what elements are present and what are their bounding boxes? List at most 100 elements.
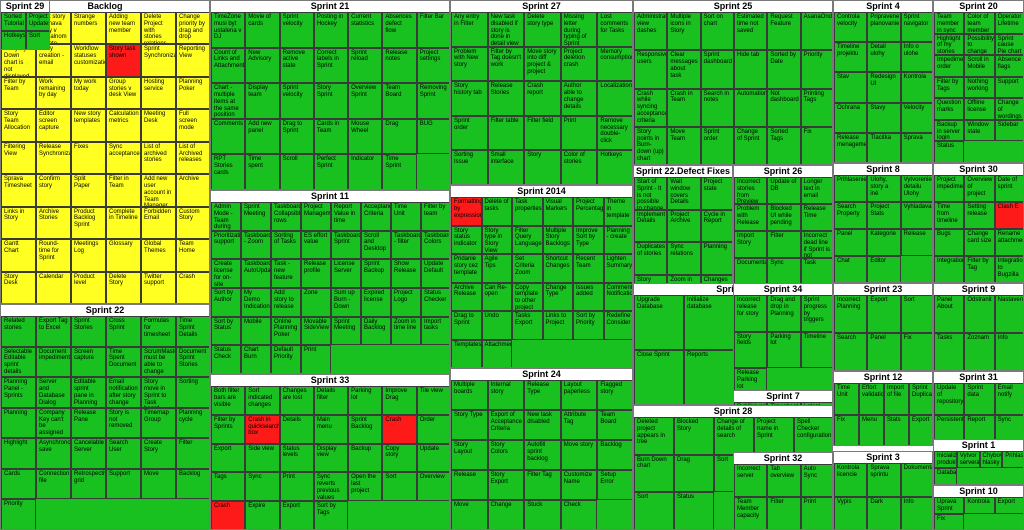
story-cell[interactable]: Color of team member xyxy=(964,12,995,34)
story-cell[interactable]: Impediments order xyxy=(934,55,965,77)
story-cell[interactable]: Sort xyxy=(900,295,932,333)
story-cell[interactable]: Admin Mode - Team during the load xyxy=(211,202,241,231)
story-cell[interactable]: Time spent xyxy=(245,154,280,189)
story-cell[interactable]: New task disabled xyxy=(524,410,561,440)
story-cell[interactable]: Color of stories xyxy=(560,150,598,184)
story-cell[interactable]: Memory consumption xyxy=(597,46,632,82)
story-cell[interactable]: Project deletion crash xyxy=(560,46,598,82)
story-cell[interactable]: Sort by Status xyxy=(211,316,241,346)
story-cell[interactable]: Crash xyxy=(382,414,417,444)
story-cell[interactable]: Taskboard Colors xyxy=(421,230,449,260)
story-cell[interactable]: Hotkeys xyxy=(597,150,632,184)
story-cell[interactable]: Sort xyxy=(382,472,417,502)
story-cell[interactable]: Project Logo xyxy=(391,288,421,317)
story-cell[interactable]: Comment Notifications xyxy=(603,282,632,311)
story-cell[interactable]: Release xyxy=(451,470,488,500)
story-cell[interactable]: Details xyxy=(279,414,314,444)
story-cell[interactable]: Export xyxy=(994,497,1023,514)
story-cell[interactable]: Document Sprint Stories xyxy=(176,346,209,378)
story-cell[interactable]: Sprint velocity xyxy=(279,12,314,48)
story-cell[interactable]: Overview of project xyxy=(964,175,995,202)
story-cell[interactable]: Pripravene planovanie xyxy=(867,12,901,43)
story-cell[interactable]: Change card size xyxy=(964,229,995,256)
story-cell[interactable]: Story Colors xyxy=(487,440,525,470)
story-cell[interactable]: Author able to change details xyxy=(560,81,598,116)
story-cell[interactable]: Stuck xyxy=(524,500,561,529)
group-title[interactable]: Sprint 30 xyxy=(934,164,1023,175)
story-cell[interactable]: Movable SideView xyxy=(301,316,331,346)
story-cell[interactable]: Meeting Desk xyxy=(141,109,176,142)
story-cell[interactable]: Screen capture xyxy=(71,346,106,378)
story-cell[interactable]: Undo xyxy=(481,311,512,340)
story-cell[interactable]: Sprint dashboard xyxy=(700,50,734,89)
story-cell[interactable]: Email notification after story change xyxy=(106,377,141,408)
group-title[interactable]: Sprint 4 xyxy=(834,1,932,12)
story-cell[interactable]: Move Team xyxy=(667,126,701,164)
story-cell[interactable]: Change of details of search xyxy=(714,417,754,455)
story-cell[interactable]: Tlacitka xyxy=(867,132,901,162)
story-cell[interactable]: Open the last project xyxy=(348,472,383,502)
story-cell[interactable]: Multiple Story Backlogs xyxy=(542,225,573,254)
story-cell[interactable]: Fix xyxy=(900,333,932,370)
story-cell[interactable]: Velocity xyxy=(900,102,932,133)
story-cell[interactable]: ES effort value xyxy=(301,230,331,260)
story-cell[interactable]: Group stories v desk View xyxy=(106,76,141,110)
story-cell[interactable]: Report Value in time xyxy=(331,202,361,231)
story-cell[interactable]: Dark xyxy=(867,496,901,529)
story-cell[interactable]: Story Desk xyxy=(1,271,36,303)
story-cell[interactable]: Internal story xyxy=(487,380,525,410)
story-cell[interactable]: Split Paper xyxy=(71,174,106,207)
story-cell[interactable]: Status levels xyxy=(279,443,314,473)
story-cell[interactable]: Calendar xyxy=(36,271,71,303)
story-cell[interactable]: Drag and drop in Planning xyxy=(767,295,801,332)
story-cell[interactable]: Multiple boards xyxy=(451,380,488,410)
story-cell[interactable]: Acceptance Criteria xyxy=(361,202,391,231)
story-cell[interactable]: Documentation xyxy=(734,258,768,284)
story-cell[interactable]: Priority xyxy=(1,499,36,529)
story-cell[interactable]: Incorrect Planning xyxy=(834,295,868,333)
story-cell[interactable]: Estimated time not saved xyxy=(734,12,768,51)
story-cell[interactable]: Tasks xyxy=(934,333,965,370)
story-cell[interactable]: Release menagement xyxy=(834,132,868,162)
story-cell[interactable]: AsanaOnde xyxy=(800,12,832,51)
story-cell[interactable]: Update Default xyxy=(421,259,449,288)
group-title[interactable]: Sprint 26 xyxy=(734,166,832,177)
story-cell[interactable]: Sprint data xyxy=(964,383,995,415)
story-cell[interactable]: Shortcut Changes xyxy=(542,254,573,283)
story-cell[interactable]: Change of Sprint xyxy=(734,126,768,164)
story-cell[interactable]: Sync relations xyxy=(667,242,701,275)
story-cell[interactable]: Small interface xyxy=(487,150,525,184)
story-cell[interactable]: Perfect Sprint xyxy=(313,154,349,189)
story-cell[interactable]: Layout paperless xyxy=(560,380,598,410)
story-cell[interactable]: Integration xyxy=(934,256,965,282)
story-cell[interactable]: Connection file xyxy=(36,468,71,500)
story-cell[interactable]: Tasks Export xyxy=(512,311,543,340)
story-cell[interactable]: Kontrola licencie xyxy=(834,463,868,497)
story-cell[interactable]: Search Property xyxy=(834,202,868,229)
story-cell[interactable]: Filter in Team xyxy=(106,174,141,207)
story-cell[interactable]: My work today xyxy=(71,76,106,110)
story-cell[interactable]: Planning xyxy=(700,242,732,275)
story-cell[interactable]: Sorted Tags xyxy=(767,126,801,164)
story-cell[interactable]: Fix xyxy=(800,126,832,164)
story-cell[interactable]: Sort indicated changes xyxy=(245,386,280,415)
story-cell[interactable]: Responsive users xyxy=(634,50,668,89)
story-cell[interactable]: Autofill sprint backlog xyxy=(524,440,561,470)
story-cell[interactable]: Incorrect release for story xyxy=(734,295,768,332)
story-cell[interactable]: Cards xyxy=(1,468,36,500)
story-cell[interactable]: Visual Markers xyxy=(542,197,573,226)
story-cell[interactable]: Story task shown xyxy=(106,44,141,77)
story-cell[interactable]: Menu xyxy=(859,414,884,445)
story-cell[interactable]: Detail ulohy xyxy=(867,42,901,73)
story-cell[interactable]: Sprint cause Pie chart not xyxy=(994,33,1023,56)
story-cell[interactable]: Backlog xyxy=(176,468,209,500)
story-cell[interactable]: Editable sprint pane in Planning xyxy=(71,377,106,408)
story-cell[interactable]: Meetings Log xyxy=(71,239,106,272)
story-cell[interactable]: Sorting xyxy=(176,377,209,408)
story-cell[interactable]: Prioritization support xyxy=(211,230,241,260)
story-cell[interactable]: Import of file xyxy=(884,383,909,415)
story-cell[interactable]: Highlight xyxy=(1,438,36,469)
story-cell[interactable]: Timeline xyxy=(800,331,832,369)
story-cell[interactable]: Release profile xyxy=(301,259,331,288)
story-cell[interactable]: Kontrola xyxy=(900,72,932,103)
